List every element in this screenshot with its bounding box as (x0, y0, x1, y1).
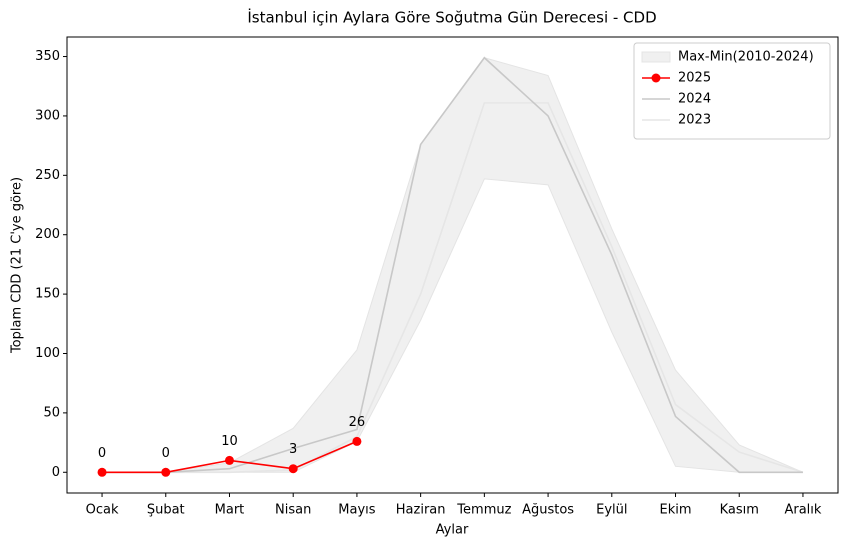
legend-label: 2023 (678, 113, 711, 128)
data-label: 3 (289, 442, 297, 457)
x-tick-label: Aralık (784, 503, 821, 518)
legend-label: 2024 (678, 92, 711, 107)
x-tick-label: Ekim (660, 503, 692, 518)
series-marker (224, 455, 234, 465)
series-line (102, 102, 804, 474)
y-tick-label: 150 (35, 287, 60, 302)
x-tick-label: Haziran (396, 503, 446, 518)
series-marker (352, 436, 362, 446)
legend-marker (651, 73, 661, 83)
x-axis-label: Aylar (436, 523, 469, 538)
data-label: 0 (162, 446, 170, 461)
data-label: 26 (349, 415, 366, 430)
series-marker (97, 467, 107, 477)
x-tick-label: Nisan (275, 503, 311, 518)
legend-box (633, 42, 831, 140)
series-marker (288, 464, 298, 474)
y-tick-label: 200 (35, 227, 60, 242)
data-label: 0 (98, 446, 106, 461)
y-tick-label: 50 (43, 405, 60, 420)
legend-label: 2025 (678, 71, 711, 86)
chart-title: İstanbul için Aylara Göre Soğutma Gün De… (247, 8, 656, 27)
y-tick-label: 0 (52, 465, 60, 480)
x-tick-label: Temmuz (456, 503, 511, 518)
x-tick-label: Mart (215, 503, 245, 518)
series-marker (161, 467, 171, 477)
legend-label: Max-Min(2010-2024) (678, 50, 814, 65)
y-axis-label: Toplam CDD (21 C'ye göre) (10, 177, 25, 354)
y-tick-label: 100 (35, 346, 60, 361)
x-tick-label: Ocak (86, 503, 119, 518)
x-tick-label: Kasım (720, 503, 759, 518)
series-line (102, 56, 803, 474)
y-tick-label: 350 (35, 49, 60, 64)
x-tick-label: Ağustos (522, 503, 574, 518)
y-tick-label: 300 (35, 108, 60, 123)
x-tick-label: Şubat (147, 503, 185, 518)
plot-frame (66, 36, 839, 494)
x-tick-label: Mayıs (338, 503, 375, 518)
x-tick-label: Eylül (596, 503, 627, 518)
legend-swatch (641, 51, 671, 63)
y-tick-label: 250 (35, 168, 60, 183)
data-label: 10 (221, 434, 238, 449)
